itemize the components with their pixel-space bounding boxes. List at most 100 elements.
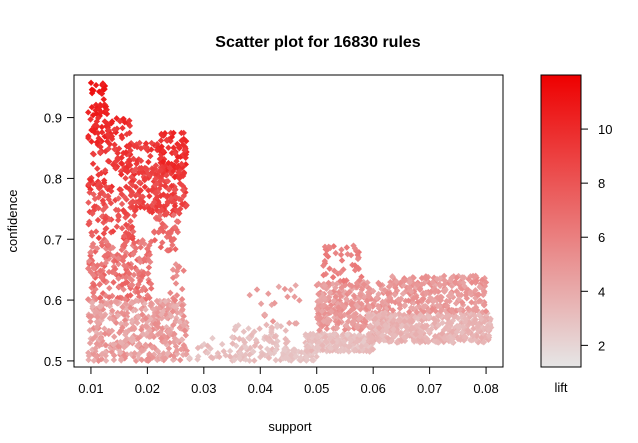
data-point [142, 140, 150, 147]
data-point [272, 356, 280, 364]
data-point [133, 267, 141, 274]
data-point [85, 257, 93, 265]
data-point [338, 246, 345, 253]
data-point [123, 238, 130, 245]
data-point [115, 213, 122, 220]
data-point [370, 287, 377, 295]
data-point [232, 323, 239, 330]
data-point [135, 313, 142, 320]
data-point [89, 303, 96, 310]
data-point [121, 252, 129, 260]
data-point [101, 325, 108, 332]
data-point [399, 290, 407, 298]
data-point [109, 244, 117, 251]
data-point [111, 141, 118, 148]
data-point [122, 229, 130, 236]
data-point [95, 205, 102, 212]
data-point [105, 196, 112, 203]
data-point [318, 307, 326, 315]
data-point [148, 209, 156, 216]
data-point [99, 80, 107, 87]
data-point [92, 101, 100, 109]
data-point [432, 287, 440, 295]
data-point [84, 296, 92, 303]
data-point [173, 268, 181, 275]
data-point [150, 333, 158, 341]
data-point [135, 293, 143, 300]
data-point [358, 342, 365, 350]
data-point [153, 297, 161, 305]
data-point [447, 277, 454, 284]
data-point [161, 130, 169, 137]
data-point [129, 203, 136, 211]
data-point [178, 346, 185, 353]
data-point [430, 315, 438, 323]
data-point [264, 345, 271, 353]
color-scale-bar [540, 74, 582, 368]
data-point [292, 282, 299, 289]
data-point [320, 317, 327, 325]
data-point [142, 323, 150, 331]
data-point [137, 258, 144, 266]
data-point [119, 124, 126, 132]
data-point [154, 193, 161, 201]
data-point [330, 297, 337, 305]
data-point [344, 331, 351, 338]
data-point [159, 308, 166, 316]
data-point [181, 327, 188, 334]
data-point [128, 264, 135, 271]
data-point [452, 300, 460, 307]
data-point [128, 325, 135, 333]
data-point [141, 255, 148, 263]
data-point [92, 228, 100, 235]
data-point [419, 303, 427, 311]
data-point [376, 337, 383, 345]
data-point [245, 334, 252, 342]
data-point [393, 278, 400, 285]
data-point [94, 262, 101, 269]
data-point [86, 339, 94, 347]
data-point [436, 303, 443, 310]
data-point [343, 295, 350, 303]
data-point [171, 297, 179, 304]
data-point [98, 273, 105, 280]
x-axis-label: support [268, 419, 312, 434]
data-point [356, 331, 363, 338]
data-point [101, 167, 109, 174]
data-point [105, 268, 113, 276]
data-point [121, 296, 129, 303]
data-point [125, 143, 133, 151]
data-point [401, 301, 408, 309]
data-point [354, 324, 361, 331]
data-point [335, 304, 342, 311]
x-axis: 0.01 0.02 0.03 0.04 0.05 0.06 0.07 0.08 [78, 366, 499, 396]
data-point [468, 337, 476, 344]
data-point [123, 309, 131, 317]
data-point [89, 160, 97, 167]
data-point [430, 297, 437, 305]
data-point [194, 356, 201, 363]
data-point [357, 291, 364, 299]
data-point [360, 323, 368, 330]
data-point [155, 144, 162, 151]
data-point [130, 271, 138, 279]
data-point [98, 302, 105, 310]
data-point [350, 314, 358, 321]
data-point [216, 353, 223, 361]
data-point [106, 284, 113, 292]
data-point [351, 293, 358, 300]
data-point [480, 338, 488, 346]
data-point [369, 334, 376, 342]
data-point [105, 126, 112, 134]
data-point [109, 341, 117, 348]
data-point [179, 186, 187, 194]
data-point [417, 329, 425, 336]
data-point [101, 330, 109, 337]
data-point [103, 106, 110, 113]
data-point [109, 307, 116, 314]
data-point [376, 281, 384, 289]
data-point [96, 148, 104, 156]
data-point [273, 323, 281, 331]
data-point [315, 290, 322, 298]
